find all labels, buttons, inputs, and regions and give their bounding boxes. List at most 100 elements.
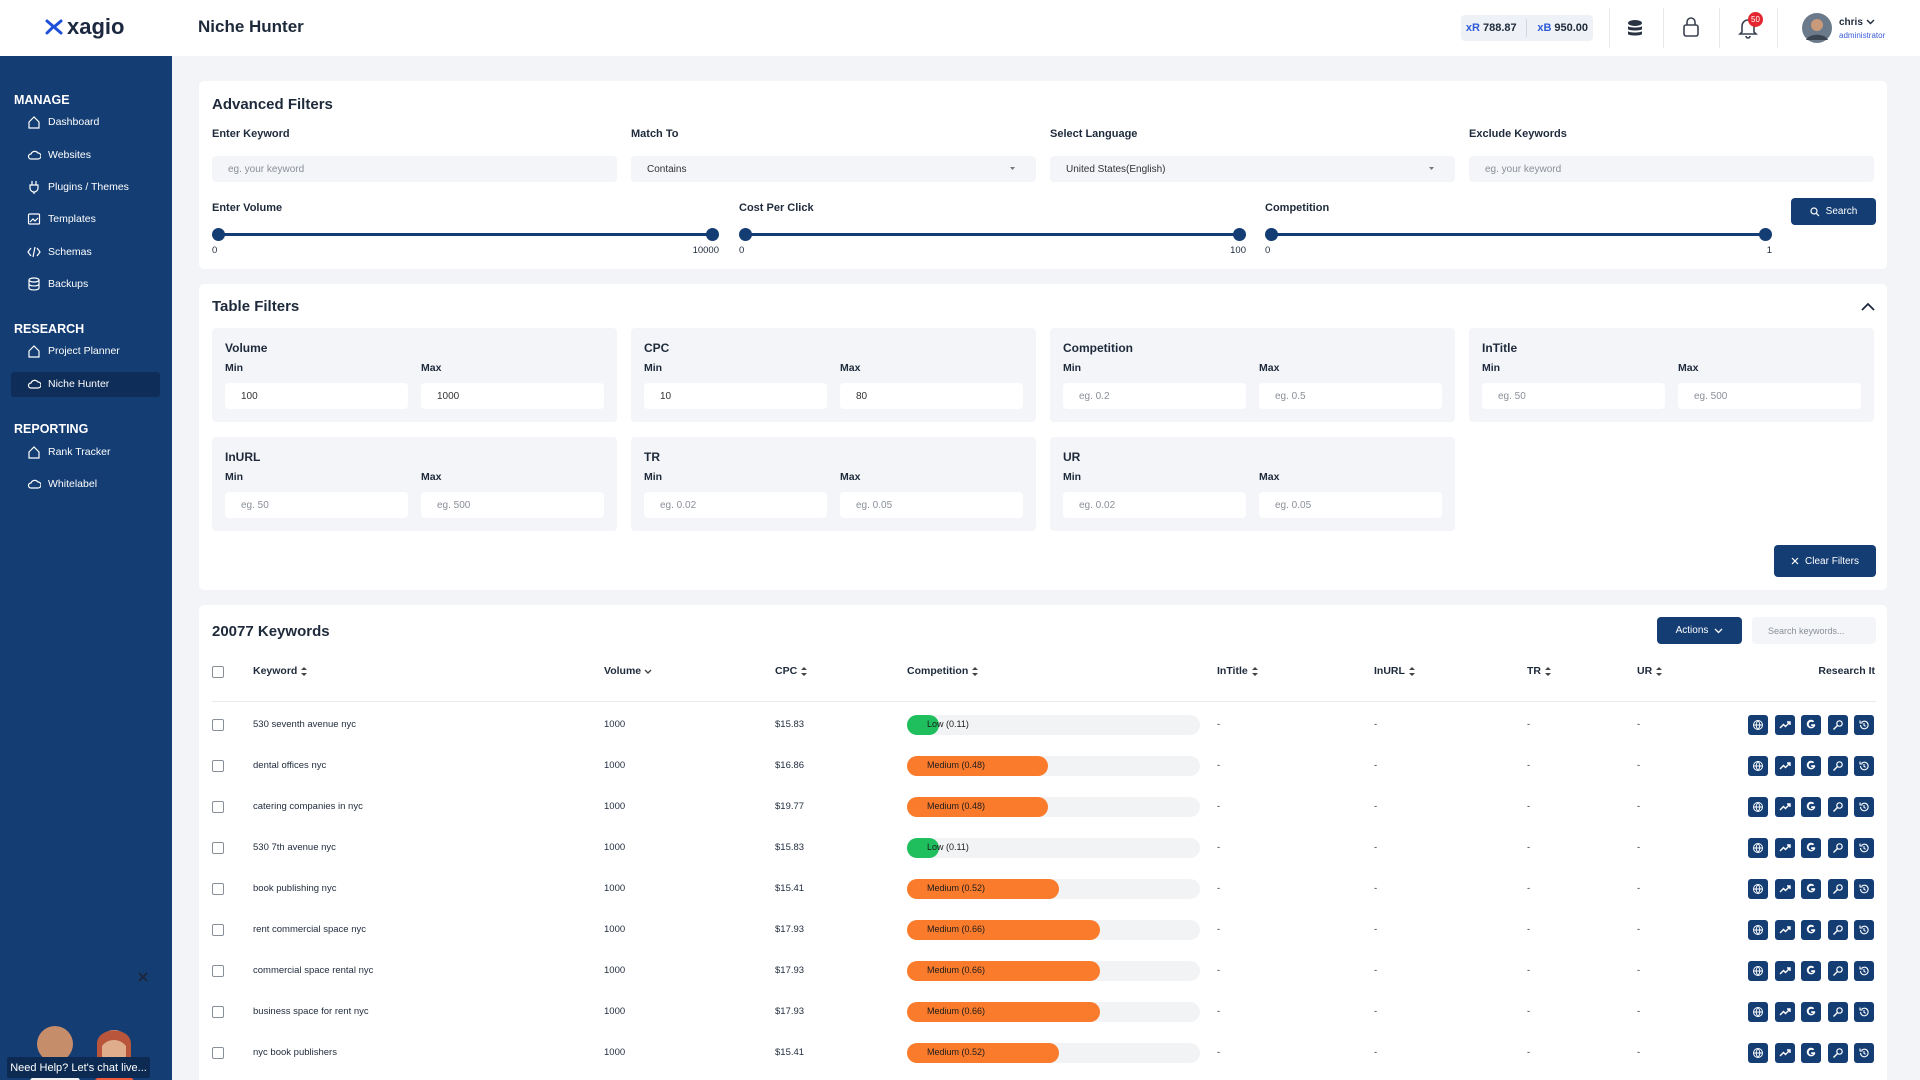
research-button[interactable] xyxy=(1748,1002,1768,1022)
research-button[interactable] xyxy=(1774,879,1795,899)
checkbox[interactable] xyxy=(212,801,224,813)
checkbox[interactable] xyxy=(212,719,224,731)
max-input[interactable]: eg. 500 xyxy=(1678,383,1861,409)
actions-button[interactable]: Actions xyxy=(1657,617,1742,644)
research-button[interactable] xyxy=(1774,715,1795,735)
research-button[interactable] xyxy=(1801,797,1822,817)
search-button[interactable]: Search xyxy=(1791,198,1876,225)
min-input[interactable]: eg. 0.02 xyxy=(1063,492,1246,518)
coins-icon[interactable] xyxy=(1625,18,1645,38)
dropdown[interactable]: Contains xyxy=(631,156,1036,182)
sidebar-item[interactable]: Rank Tracker xyxy=(11,440,160,465)
checkbox[interactable] xyxy=(212,1047,224,1059)
research-button[interactable] xyxy=(1748,797,1768,817)
research-button[interactable] xyxy=(1854,756,1875,776)
research-button[interactable] xyxy=(1827,1002,1848,1022)
avatar[interactable] xyxy=(1802,13,1832,43)
research-button[interactable] xyxy=(1774,961,1795,981)
min-input[interactable]: eg. 0.02 xyxy=(644,492,827,518)
max-input[interactable]: eg. 500 xyxy=(421,492,604,518)
research-button[interactable] xyxy=(1774,756,1795,776)
min-input[interactable]: eg. 0.2 xyxy=(1063,383,1246,409)
research-button[interactable] xyxy=(1801,1043,1822,1063)
research-button[interactable] xyxy=(1774,1043,1795,1063)
max-input[interactable]: eg. 0.5 xyxy=(1259,383,1442,409)
column-header[interactable]: Keyword xyxy=(253,665,308,677)
slider-handle[interactable] xyxy=(1233,228,1246,241)
research-button[interactable] xyxy=(1854,715,1875,735)
clear-filters-button[interactable]: Clear Filters xyxy=(1774,545,1876,577)
research-button[interactable] xyxy=(1854,920,1875,940)
research-button[interactable] xyxy=(1801,838,1822,858)
research-button[interactable] xyxy=(1854,961,1875,981)
research-button[interactable] xyxy=(1748,838,1768,858)
sidebar-item[interactable]: Schemas xyxy=(11,240,160,265)
collapse-toggle[interactable] xyxy=(1861,302,1875,311)
research-button[interactable] xyxy=(1774,797,1795,817)
column-header[interactable]: TR xyxy=(1527,665,1552,677)
research-button[interactable] xyxy=(1801,715,1822,735)
sidebar-item[interactable]: Whitelabel xyxy=(11,472,160,497)
max-input[interactable]: eg. 0.05 xyxy=(840,492,1023,518)
sidebar-item[interactable]: Websites xyxy=(11,143,160,168)
research-button[interactable] xyxy=(1774,920,1795,940)
research-button[interactable] xyxy=(1827,879,1848,899)
chat-bar[interactable]: Need Help? Let's chat live... xyxy=(7,1057,150,1078)
research-button[interactable] xyxy=(1854,1043,1875,1063)
research-button[interactable] xyxy=(1827,961,1848,981)
checkbox[interactable] xyxy=(212,965,224,977)
research-button[interactable] xyxy=(1748,879,1768,899)
dropdown[interactable]: United States(English) xyxy=(1050,156,1455,182)
research-button[interactable] xyxy=(1748,920,1768,940)
sidebar-item[interactable]: Niche Hunter xyxy=(11,372,160,397)
checkbox[interactable] xyxy=(212,1006,224,1018)
slider-handle[interactable] xyxy=(739,228,752,241)
checkbox[interactable] xyxy=(212,883,224,895)
logo[interactable]: xagio xyxy=(45,14,124,40)
research-button[interactable] xyxy=(1774,838,1795,858)
slider-handle[interactable] xyxy=(212,228,225,241)
research-button[interactable] xyxy=(1827,756,1848,776)
research-button[interactable] xyxy=(1854,797,1875,817)
sidebar-item[interactable]: Plugins / Themes xyxy=(11,175,160,200)
research-button[interactable] xyxy=(1801,1002,1822,1022)
slider-handle[interactable] xyxy=(1265,228,1278,241)
research-button[interactable] xyxy=(1801,920,1822,940)
research-button[interactable] xyxy=(1801,961,1822,981)
research-button[interactable] xyxy=(1748,756,1768,776)
research-button[interactable] xyxy=(1801,756,1822,776)
research-button[interactable] xyxy=(1827,920,1848,940)
min-input[interactable]: 100 xyxy=(225,383,408,409)
slider-handle[interactable] xyxy=(706,228,719,241)
checkbox[interactable] xyxy=(212,760,224,772)
research-button[interactable] xyxy=(1801,879,1822,899)
min-input[interactable]: eg. 50 xyxy=(225,492,408,518)
research-button[interactable] xyxy=(1827,797,1848,817)
checkbox[interactable] xyxy=(212,842,224,854)
checkbox[interactable] xyxy=(212,666,224,678)
research-button[interactable] xyxy=(1827,715,1848,735)
sidebar-item[interactable]: Dashboard xyxy=(11,110,160,135)
research-button[interactable] xyxy=(1774,1002,1795,1022)
checkbox[interactable] xyxy=(212,924,224,936)
research-button[interactable] xyxy=(1827,1043,1848,1063)
column-header[interactable]: CPC xyxy=(775,665,808,677)
column-header[interactable]: InURL xyxy=(1374,665,1416,677)
column-header[interactable]: Volume xyxy=(604,665,652,677)
min-input[interactable]: 10 xyxy=(644,383,827,409)
user-name[interactable]: chris xyxy=(1839,17,1875,28)
research-button[interactable] xyxy=(1748,715,1768,735)
research-button[interactable] xyxy=(1748,961,1768,981)
research-button[interactable] xyxy=(1854,838,1875,858)
research-button[interactable] xyxy=(1854,1002,1875,1022)
max-input[interactable]: 1000 xyxy=(421,383,604,409)
keyword-search[interactable]: Search keywords... xyxy=(1752,617,1876,644)
column-header[interactable]: InTitle xyxy=(1217,665,1259,677)
column-header[interactable]: Competition xyxy=(907,665,979,677)
text-input[interactable]: eg. your keyword xyxy=(1469,156,1874,182)
lock-icon[interactable] xyxy=(1682,17,1700,37)
max-input[interactable]: eg. 0.05 xyxy=(1259,492,1442,518)
min-input[interactable]: eg. 50 xyxy=(1482,383,1665,409)
research-button[interactable] xyxy=(1827,838,1848,858)
credits[interactable]: xR 788.87 xB 950.00 xyxy=(1461,15,1593,41)
